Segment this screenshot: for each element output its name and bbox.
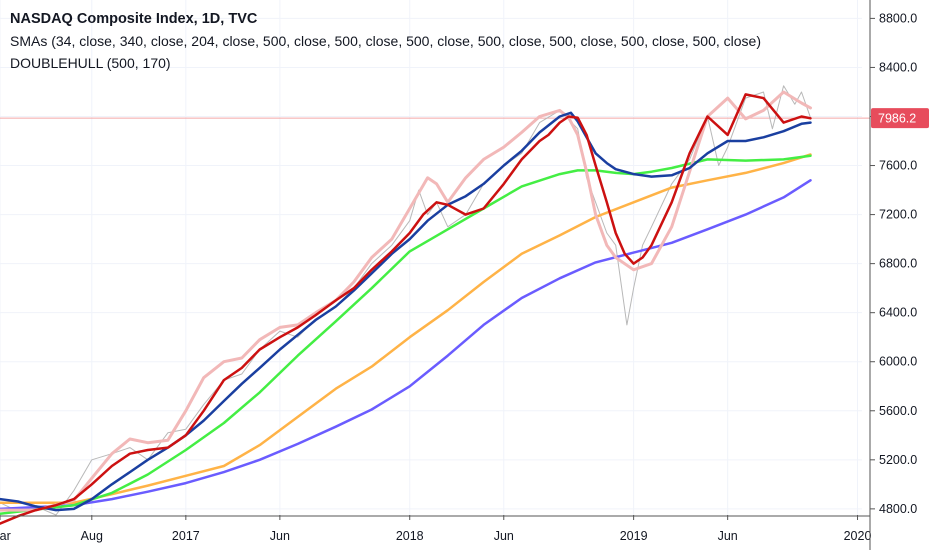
y-tick-label: 6400.0 [879,306,917,320]
chart-title: NASDAQ Composite Index, 1D, TVC [10,11,258,27]
series-layer [0,85,812,525]
x-tick-label: 2017 [172,529,200,543]
series-price [0,85,811,516]
last-price-badge [871,108,929,129]
y-tick-label: 7600.0 [879,159,917,173]
series-hull-pink [0,90,812,512]
x-tick-label: Jun [718,529,738,543]
x-tick-label: Mar [0,529,11,543]
y-tick-label: 8800.0 [879,11,917,25]
series-hull-red [0,93,812,525]
y-tick-label: 6800.0 [879,257,917,271]
x-tick-label: Jun [270,529,290,543]
x-tick-label: 2020 [844,529,872,543]
sma-indicator-label[interactable]: SMAs (34, close, 340, close, 204, close,… [10,33,761,49]
x-tick-label: Aug [81,529,103,543]
y-tick-label: 7200.0 [879,208,917,222]
hull-indicator-label[interactable]: DOUBLEHULL (500, 170) [10,55,171,71]
x-tick-label: 2019 [620,529,648,543]
y-tick-label: 5600.0 [879,404,917,418]
y-tick-label: 5200.0 [879,453,917,467]
last-price-badge-text: 7986.2 [878,112,916,126]
x-tick-label: Jun [494,529,514,543]
series-sma-purple [0,179,812,511]
series-sma-orange [0,153,812,504]
y-tick-label: 6000.0 [879,355,917,369]
y-tick-label: 8400.0 [879,60,917,74]
series-sma-blue [0,111,812,512]
chart-legend: NASDAQ Composite Index, 1D, TVC SMAs (34… [10,8,761,74]
y-tick-label: 4800.0 [879,502,917,516]
x-tick-label: 2018 [396,529,424,543]
